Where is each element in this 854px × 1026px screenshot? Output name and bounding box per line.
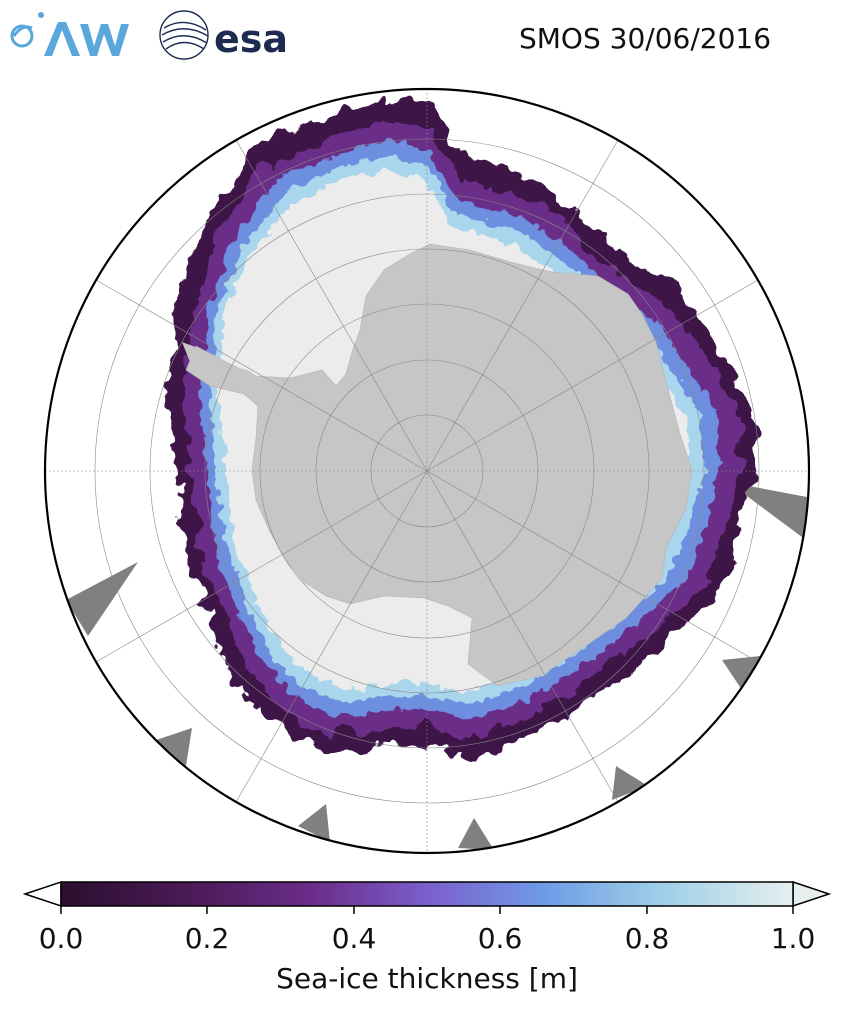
colorbar-label: Sea-ice thickness [m] [276,962,578,995]
colorbar-gradient [60,881,794,907]
esa-logo: esa [158,8,304,64]
antarctic-peninsula [182,342,252,390]
colorbar-ticklabel: 0.4 [331,922,377,955]
polar-map [40,85,815,860]
colorbar-extend-high [792,880,832,908]
graticule [45,89,809,853]
colorbar [22,880,832,914]
colorbar-ticklabel: 0.8 [624,922,670,955]
colorbar-ticklabel: 1.0 [770,922,816,955]
map-boundary [43,87,811,855]
colorbar-extend-low [22,880,62,908]
colorbar-ticklabel: 0.2 [184,922,230,955]
svg-text:esa: esa [214,17,288,61]
awi-logo [6,6,142,62]
antarctica-land [185,243,693,687]
colorbar-ticklabel: 0.0 [38,922,84,955]
map-title: SMOS 30/06/2016 [519,22,772,55]
colorbar-ticklabel: 0.6 [477,922,523,955]
